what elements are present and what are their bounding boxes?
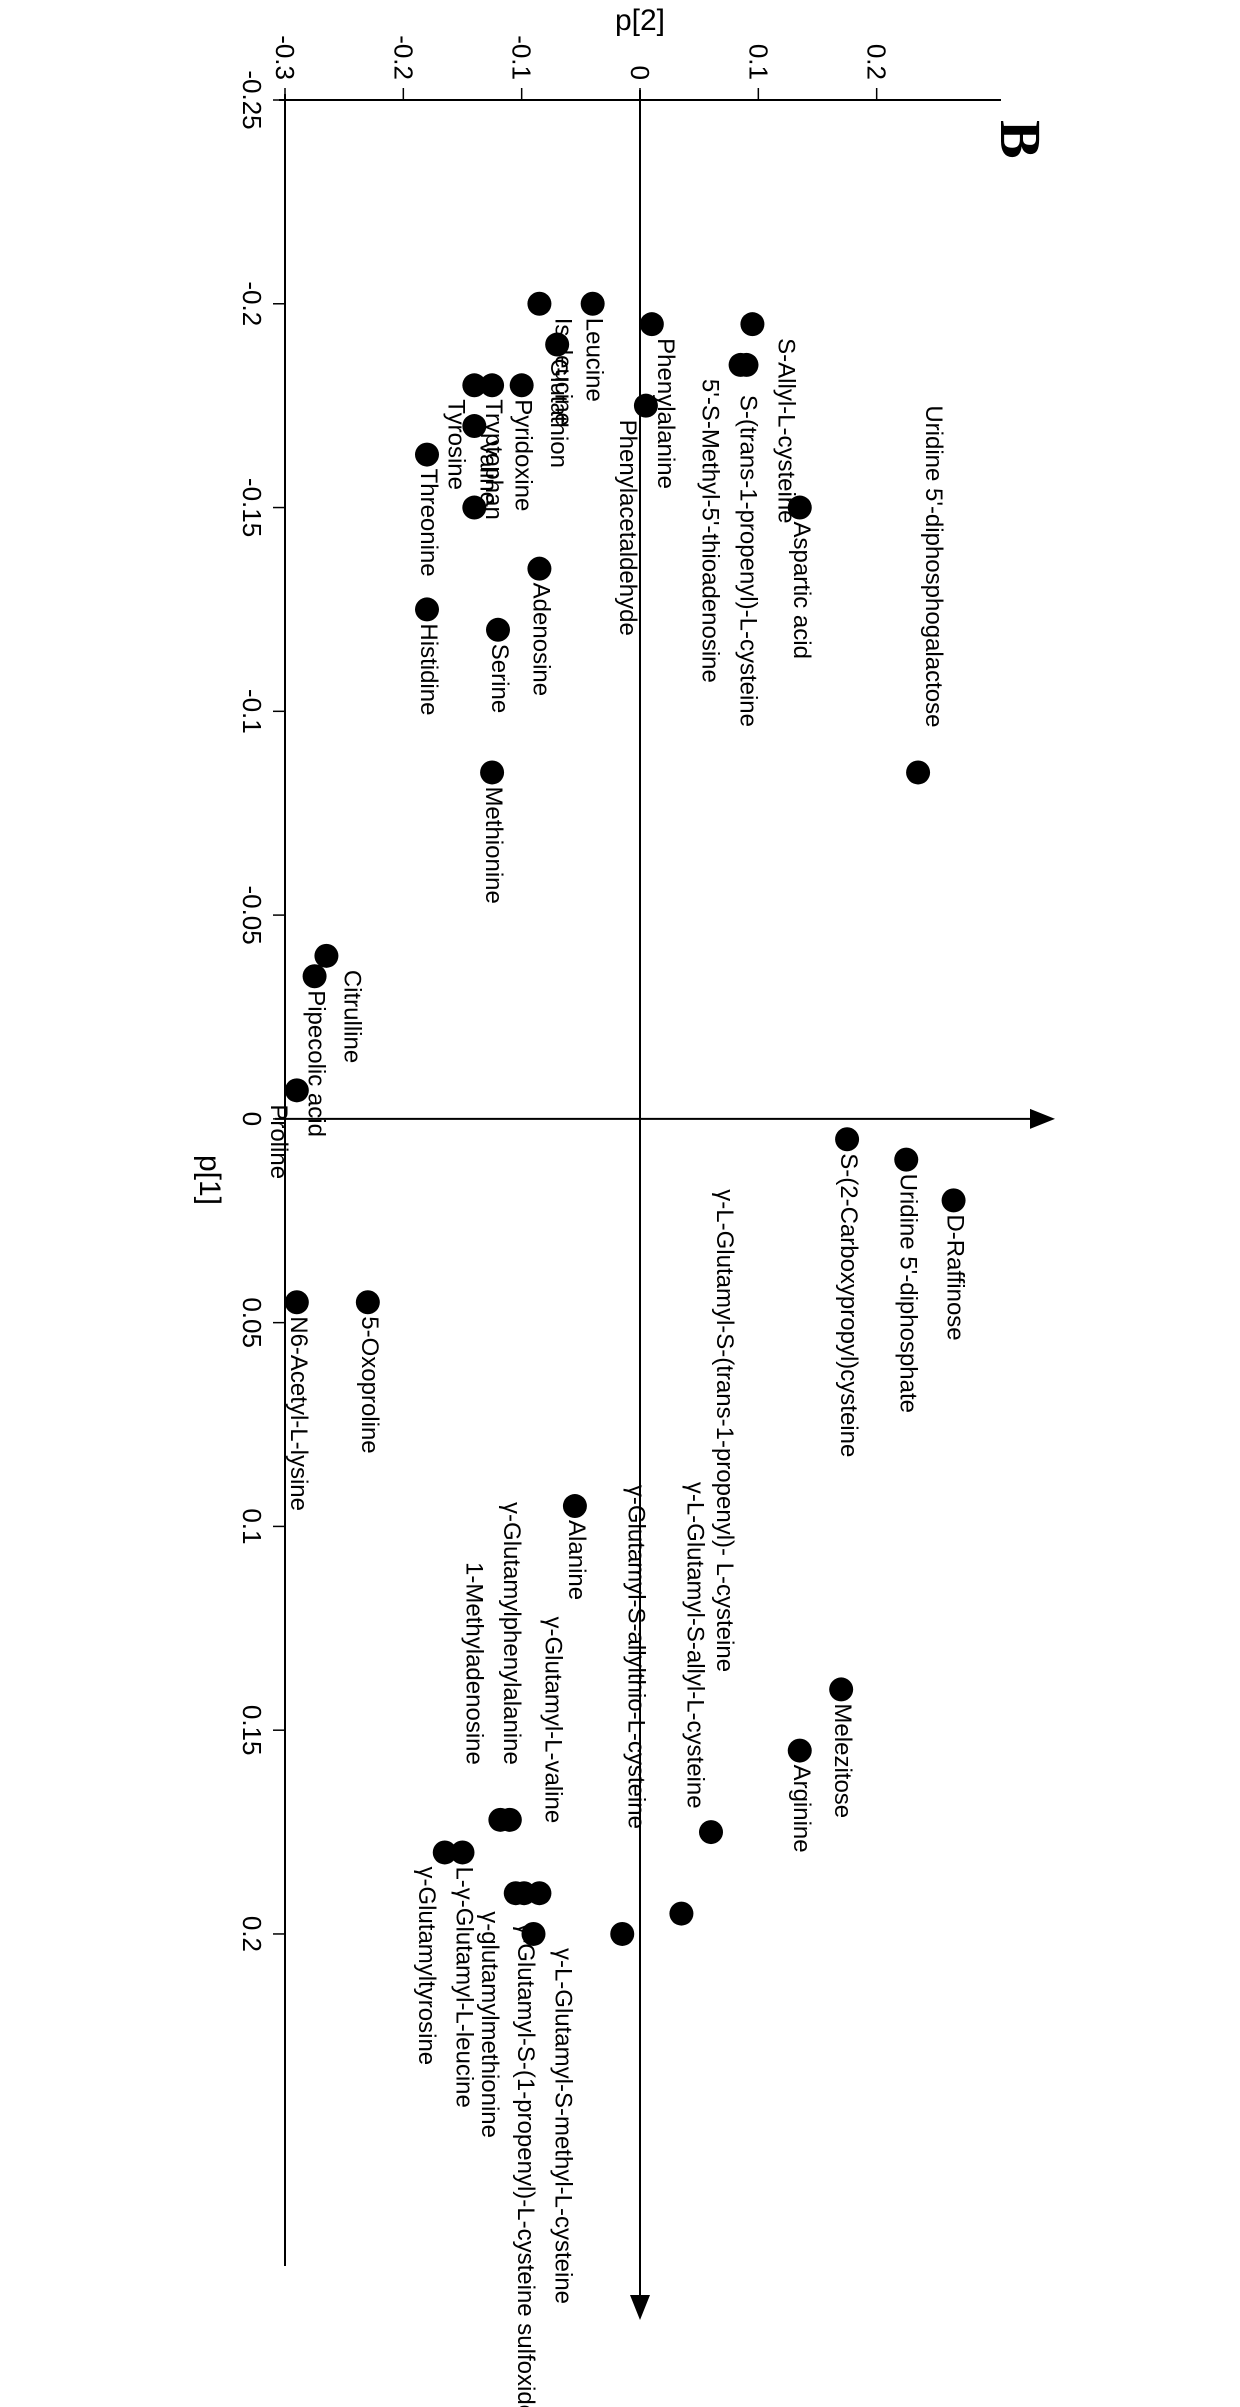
point-label: Citrulline [338,970,365,1063]
point-label: N6-Acetyl-L-lysine [285,1316,312,1511]
xtick-label: -0.15 [237,478,267,537]
data-point [669,1902,693,1926]
loading-plot-panel: -0.25 -0.2 -0.15 -0.1 -0.05 0 0.05 0.1 0.15 0.2 -0… [0,0,1240,2407]
point-label: S-(trans-1-propenyl)-L-cysteine [735,395,762,727]
point-label: γ-L-Glutamyl-S-methyl-L-cysteine [550,1948,577,2304]
point-label: γ-L-Glutamyl-S-(trans-1-propenyl)- L-cys… [711,1189,738,1672]
data-point [610,1922,634,1946]
data-point [740,312,764,336]
data-point [634,394,658,418]
point-label: γ-Glutamylphenylalanine [498,1502,525,1765]
point-label: Tyrosine [442,399,469,490]
data-point [415,597,439,621]
data-point [510,373,534,397]
point-label: Adenosine [527,583,554,696]
point-label: γ-L-Glutamyl-S-allyl-L-cysteine [681,1482,708,1809]
ytick-label: -0.1 [507,35,537,80]
point-label: Uridine 5'-diphosphate [894,1174,921,1413]
data-point [462,373,486,397]
xtick-label: -0.05 [237,885,267,944]
xtick-label: 0.2 [237,1916,267,1952]
data-point [504,1881,528,1905]
data-point [285,1290,309,1314]
data-point [563,1494,587,1518]
xtick-label: -0.2 [237,281,267,326]
point-label: Valine [474,440,501,505]
data-point [415,443,439,467]
point-label: Methionine [480,786,507,903]
data-point [488,1808,512,1832]
point-label: γ-Glutamyltyrosine [413,1866,440,2065]
xtick-label: 0.1 [237,1508,267,1544]
data-point [788,1739,812,1763]
data-point [486,618,510,642]
point-label: Aspartic acid [788,522,815,659]
ytick-label: 0 [625,66,655,80]
data-point [527,292,551,316]
xtick-label: -0.25 [237,70,267,129]
point-label: Phenylacetaldehyde [614,420,641,636]
data-point [581,292,605,316]
ytick-label: 0.2 [862,44,892,80]
point-label: S-Allyl-L-cysteine [772,338,799,523]
data-point [527,557,551,581]
xtick-label: 0.05 [237,1297,267,1348]
ytick-label: -0.3 [270,35,300,80]
point-label: L-γ-Glutamyl-L-leucine [451,1866,478,2107]
point-label: γ-Glutamyl-L-valine [539,1616,566,1823]
point-label: Leucine [581,318,608,402]
y-axis-label: p[2] [615,4,665,37]
point-label: Uridine 5'-diphosphogalactose [920,405,947,727]
point-label: Alanine [563,1520,590,1600]
point-label: D-Raffinose [942,1214,969,1340]
data-point [906,760,930,784]
ytick-label: 0.1 [743,44,773,80]
xtick-label: 0 [237,1112,267,1126]
point-label: Serine [486,644,513,713]
point-label: 1-Methyladenosine [460,1562,487,1765]
point-label: Histidine [415,623,442,715]
data-point [640,312,664,336]
xtick-label: -0.1 [237,689,267,734]
data-point [835,1127,859,1151]
data-point [462,496,486,520]
point-label: γ-Glutamyl-S-(1-propenyl)-L-cysteine sul… [512,1923,539,2407]
data-point [942,1188,966,1212]
data-point [433,1840,457,1864]
panel-label: B [988,120,1053,159]
point-label: S-(2-Carboxypropyl)cysteine [835,1153,862,1457]
point-label: Proline [265,1104,292,1179]
data-point [894,1148,918,1172]
x-axis-label: p[1] [193,1155,226,1205]
point-label: 5'-S-Methyl-5'-thioadenosine [697,379,724,683]
point-label: Pipecolic acid [303,990,330,1137]
point-label: Arginine [788,1765,815,1853]
ytick-label: -0.2 [388,35,418,80]
point-label: γ-glutamylmethionine [476,1911,503,2138]
data-point [356,1290,380,1314]
point-label: γ-Glutamyl-S-allylthio-L-cysteine [622,1485,649,1829]
data-point [314,944,338,968]
xtick-label: 0.15 [237,1705,267,1756]
data-point [729,353,753,377]
point-label: Phenylalanine [652,338,679,489]
data-point [699,1820,723,1844]
point-label: Pyridoxine [510,399,537,511]
data-point [480,760,504,784]
point-label: 5-Oxoproline [356,1316,383,1453]
data-point [285,1078,309,1102]
point-label: Threonine [415,469,442,577]
data-point [303,964,327,988]
point-label: Melezitose [829,1703,856,1818]
point-label: Isoleucine [549,318,576,426]
data-point [829,1677,853,1701]
